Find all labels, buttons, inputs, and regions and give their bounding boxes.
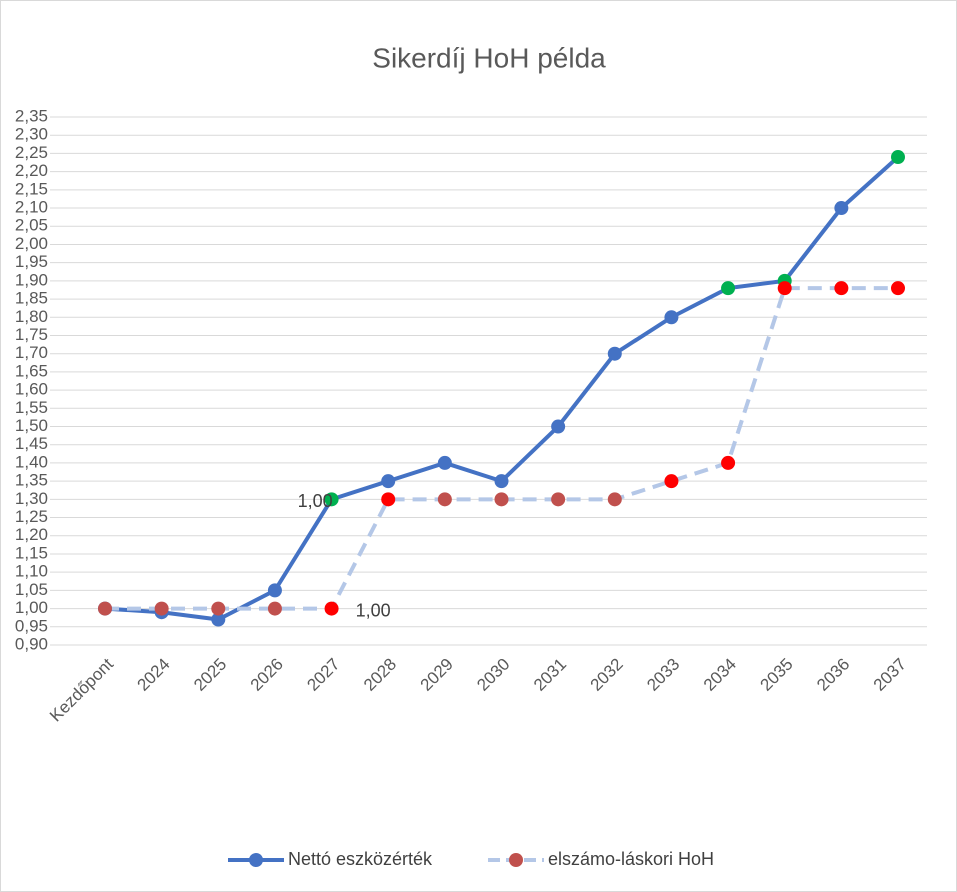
y-tick-label: 2,35 bbox=[15, 106, 48, 125]
y-tick-label: 1,95 bbox=[15, 252, 48, 271]
marker bbox=[891, 150, 905, 165]
y-tick-label: 1,15 bbox=[15, 543, 48, 562]
data-label: 1,00 bbox=[298, 491, 333, 511]
y-tick-label: 1,85 bbox=[15, 289, 48, 308]
y-tick-label: 1,60 bbox=[15, 380, 48, 399]
legend-marker bbox=[509, 853, 523, 867]
marker bbox=[551, 419, 566, 434]
marker bbox=[494, 492, 509, 507]
y-tick-label: 1,00 bbox=[15, 598, 48, 617]
marker bbox=[437, 492, 452, 507]
marker bbox=[98, 601, 112, 616]
data-label: 1,00 bbox=[356, 600, 391, 620]
y-tick-label: 1,05 bbox=[15, 580, 48, 599]
y-tick-label: 1,80 bbox=[15, 307, 48, 326]
marker bbox=[607, 346, 622, 361]
y-tick-label: 1,55 bbox=[15, 398, 48, 417]
marker bbox=[324, 601, 339, 616]
y-tick-label: 1,30 bbox=[15, 489, 48, 508]
marker bbox=[154, 601, 169, 616]
marker bbox=[891, 281, 905, 296]
marker bbox=[324, 492, 339, 507]
y-tick-label: 1,90 bbox=[15, 270, 48, 289]
y-tick-label: 2,05 bbox=[15, 216, 48, 235]
marker bbox=[211, 612, 226, 627]
marker bbox=[777, 281, 792, 296]
marker bbox=[664, 474, 679, 489]
marker bbox=[494, 474, 509, 489]
marker bbox=[267, 583, 282, 598]
marker bbox=[834, 281, 849, 296]
legend-marker bbox=[249, 853, 263, 867]
marker bbox=[721, 281, 736, 296]
y-tick-label: 1,65 bbox=[15, 361, 48, 380]
y-tick-label: 2,15 bbox=[15, 179, 48, 198]
y-tick-label: 1,50 bbox=[15, 416, 48, 435]
legend-label: Nettó eszközérték bbox=[288, 849, 433, 869]
marker bbox=[607, 492, 622, 507]
y-tick-label: 0,95 bbox=[15, 616, 48, 635]
y-tick-label: 1,35 bbox=[15, 471, 48, 490]
marker bbox=[721, 455, 736, 470]
chart-title: Sikerdíj HoH példa bbox=[372, 42, 606, 73]
y-tick-label: 1,70 bbox=[15, 343, 48, 362]
y-tick-label: 1,10 bbox=[15, 562, 48, 581]
marker bbox=[664, 310, 679, 325]
y-tick-label: 2,20 bbox=[15, 161, 48, 180]
y-tick-label: 2,00 bbox=[15, 234, 48, 253]
legend-label: elszámo-láskori HoH bbox=[548, 849, 714, 869]
marker bbox=[437, 455, 452, 470]
y-tick-label: 0,90 bbox=[15, 634, 48, 653]
marker bbox=[267, 601, 282, 616]
marker bbox=[381, 492, 396, 507]
y-tick-label: 2,25 bbox=[15, 143, 48, 162]
y-tick-label: 1,75 bbox=[15, 325, 48, 344]
y-tick-label: 1,20 bbox=[15, 525, 48, 544]
marker bbox=[834, 201, 849, 216]
y-tick-label: 1,40 bbox=[15, 452, 48, 471]
y-tick-label: 1,25 bbox=[15, 507, 48, 526]
y-tick-label: 1,45 bbox=[15, 434, 48, 453]
marker bbox=[551, 492, 566, 507]
marker bbox=[381, 474, 396, 489]
y-tick-label: 2,10 bbox=[15, 198, 48, 217]
marker bbox=[211, 601, 226, 616]
y-tick-label: 2,30 bbox=[15, 125, 48, 144]
